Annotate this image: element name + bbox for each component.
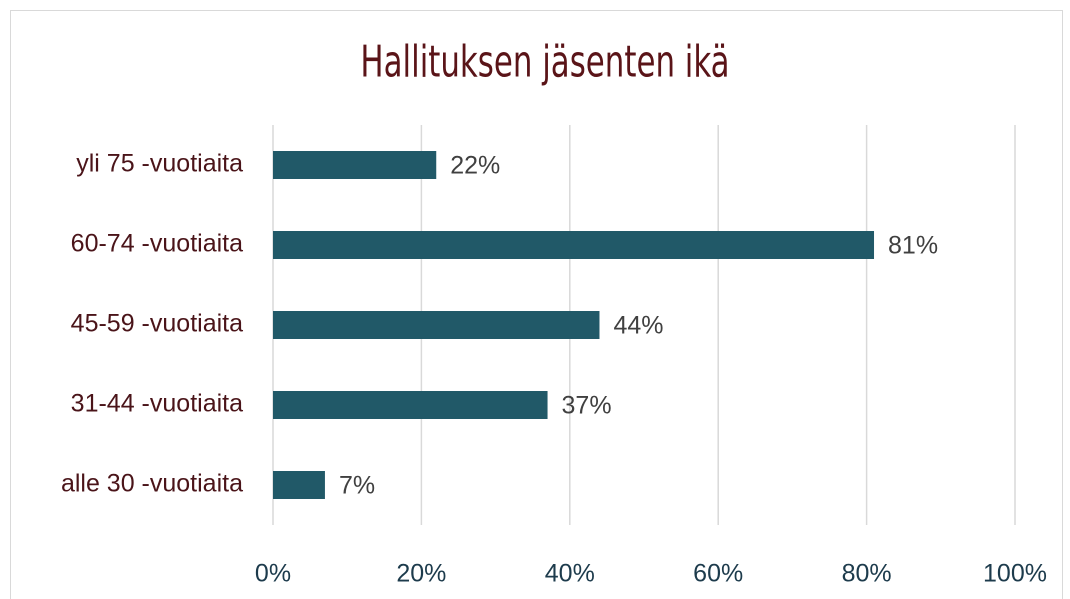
bar bbox=[273, 231, 875, 259]
x-tick-label: 100% bbox=[983, 560, 1047, 588]
value-label: 44% bbox=[613, 312, 663, 340]
y-tick-label: 60-74 -vuotiaita bbox=[71, 230, 243, 258]
bar bbox=[273, 311, 600, 339]
y-tick-label: 31-44 -vuotiaita bbox=[71, 390, 243, 418]
bar bbox=[273, 151, 437, 179]
value-label: 37% bbox=[562, 392, 612, 420]
value-label: 22% bbox=[450, 152, 500, 180]
bar bbox=[273, 391, 548, 419]
x-tick-label: 20% bbox=[396, 560, 446, 588]
x-tick-label: 80% bbox=[842, 560, 892, 588]
chart-frame bbox=[10, 10, 1063, 599]
x-tick-label: 40% bbox=[545, 560, 595, 588]
x-tick-label: 60% bbox=[693, 560, 743, 588]
value-label: 7% bbox=[339, 472, 375, 500]
y-tick-label: yli 75 -vuotiaita bbox=[76, 150, 243, 178]
chart-title: Hallituksen jäsenten ikä bbox=[360, 37, 729, 88]
bar bbox=[273, 471, 325, 499]
value-label: 81% bbox=[888, 232, 938, 260]
x-tick-label: 0% bbox=[255, 560, 291, 588]
y-tick-label: 45-59 -vuotiaita bbox=[71, 310, 243, 338]
y-tick-label: alle 30 -vuotiaita bbox=[61, 470, 243, 498]
